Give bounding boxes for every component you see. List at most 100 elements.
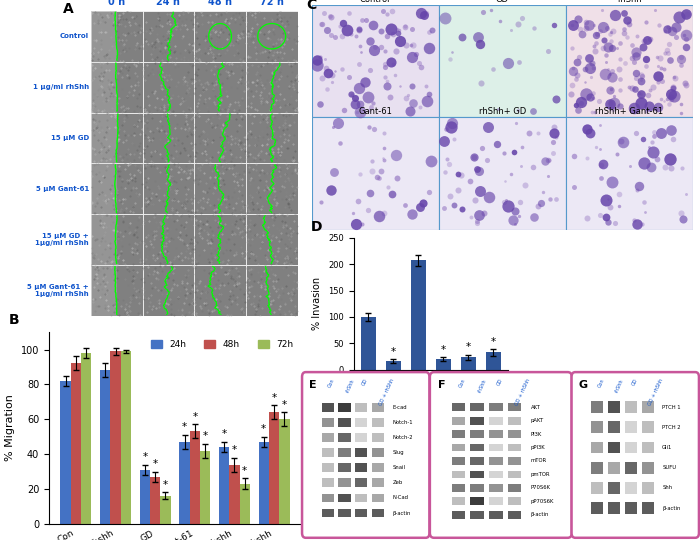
Bar [246, 265, 298, 316]
Point [575, 98, 586, 106]
Text: P70S6K: P70S6K [531, 485, 551, 490]
Point [367, 21, 378, 30]
Point [344, 73, 355, 82]
Point [326, 31, 337, 39]
Point [545, 195, 556, 204]
Point [539, 157, 550, 165]
Bar [372, 433, 384, 442]
Point [615, 55, 626, 63]
Point [419, 10, 430, 19]
Point [379, 63, 391, 72]
Y-axis label: % Migration: % Migration [6, 395, 15, 461]
Text: *: * [142, 452, 148, 462]
Text: GD: GD [496, 377, 503, 387]
Point [618, 9, 629, 17]
Point [679, 31, 690, 39]
Bar [642, 502, 654, 514]
Point [635, 99, 646, 108]
Text: rhShh: rhShh [344, 377, 355, 393]
Point [366, 102, 377, 111]
Bar [508, 470, 522, 478]
Point [640, 107, 652, 116]
Point [568, 151, 580, 160]
Point [661, 45, 672, 54]
Text: B: B [8, 313, 20, 327]
Text: *: * [272, 393, 276, 403]
Point [508, 216, 519, 225]
Point [359, 78, 370, 87]
Point [595, 144, 606, 153]
Point [400, 41, 412, 50]
Bar [338, 448, 351, 457]
Point [664, 99, 675, 108]
Point [391, 46, 402, 55]
Bar [321, 463, 334, 472]
Text: Shh: Shh [662, 485, 672, 490]
Bar [489, 444, 503, 451]
Point [373, 212, 384, 221]
Point [601, 195, 612, 204]
Point [603, 65, 614, 73]
Point [671, 33, 682, 42]
Point [662, 23, 673, 32]
Point [440, 14, 451, 23]
Point [657, 77, 668, 85]
Point [605, 98, 616, 107]
Bar [279, 419, 290, 524]
Point [542, 172, 553, 181]
Point [332, 119, 344, 127]
Point [532, 201, 543, 210]
Point [360, 16, 372, 25]
Bar [143, 214, 195, 265]
Point [631, 32, 642, 40]
Point [648, 132, 659, 140]
Point [442, 155, 453, 164]
Point [468, 152, 480, 161]
Bar [246, 11, 298, 62]
Point [386, 190, 398, 198]
Point [676, 209, 687, 218]
Text: rhShh+ Gant-61: rhShh+ Gant-61 [596, 107, 664, 116]
Point [471, 165, 482, 173]
Bar [372, 509, 384, 517]
Point [610, 219, 621, 228]
Point [498, 197, 510, 206]
Bar [624, 442, 637, 454]
Point [636, 90, 647, 99]
Point [645, 162, 657, 171]
Bar [246, 214, 298, 265]
Bar [470, 430, 484, 438]
Point [402, 90, 413, 99]
Point [662, 95, 673, 104]
Bar [591, 502, 603, 514]
Point [393, 28, 404, 37]
Bar [608, 482, 620, 494]
Bar [258, 442, 269, 524]
Point [407, 209, 418, 218]
Text: *: * [202, 431, 208, 441]
Point [476, 144, 487, 152]
Bar [508, 444, 522, 451]
Bar [312, 5, 439, 117]
Text: rhShh+ GD: rhShh+ GD [479, 107, 526, 116]
Point [400, 22, 411, 30]
Point [405, 41, 416, 50]
Text: *: * [391, 347, 395, 357]
Bar [486, 353, 500, 370]
Point [509, 220, 520, 228]
Bar [489, 497, 503, 505]
FancyBboxPatch shape [430, 372, 572, 538]
Text: pAKT: pAKT [531, 418, 544, 423]
Text: Notch-2: Notch-2 [393, 435, 413, 440]
Bar [355, 478, 368, 487]
Point [617, 138, 629, 147]
Point [517, 14, 528, 22]
Point [601, 213, 612, 221]
Point [347, 208, 358, 217]
Point [465, 213, 476, 221]
Point [566, 90, 577, 99]
Text: GD + rhShh: GD + rhShh [648, 377, 664, 406]
Point [592, 30, 603, 39]
Point [387, 30, 398, 38]
Point [527, 163, 538, 172]
